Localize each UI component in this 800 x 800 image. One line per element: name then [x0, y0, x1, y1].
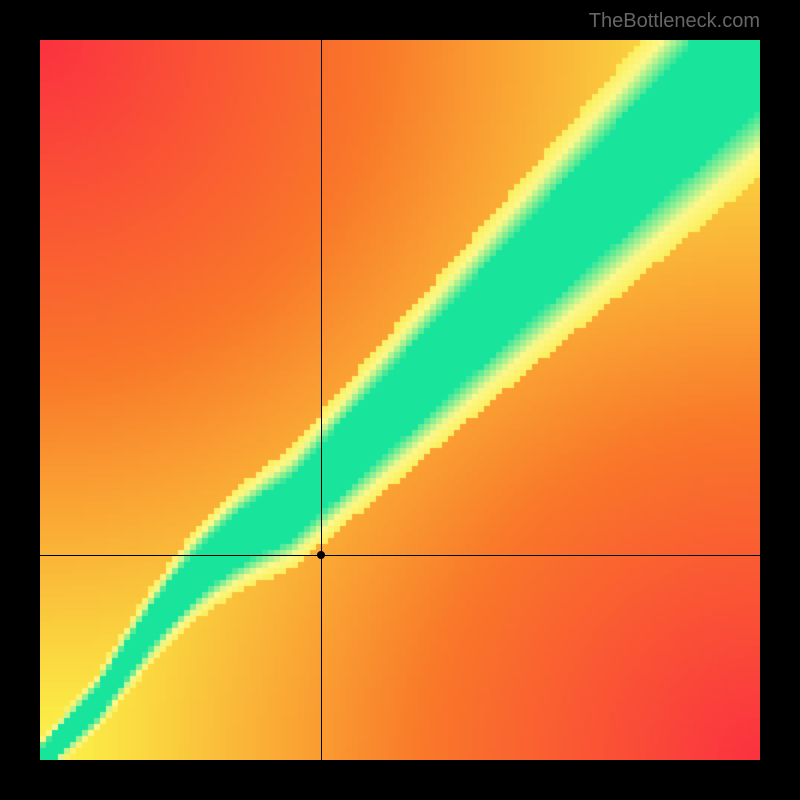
crosshair-marker: [317, 551, 325, 559]
crosshair-vertical: [321, 40, 322, 760]
crosshair-horizontal: [40, 555, 760, 556]
heatmap-canvas: [40, 40, 760, 760]
chart-container: TheBottleneck.com: [0, 0, 800, 800]
plot-area: [40, 40, 760, 760]
watermark-text: TheBottleneck.com: [589, 10, 760, 33]
